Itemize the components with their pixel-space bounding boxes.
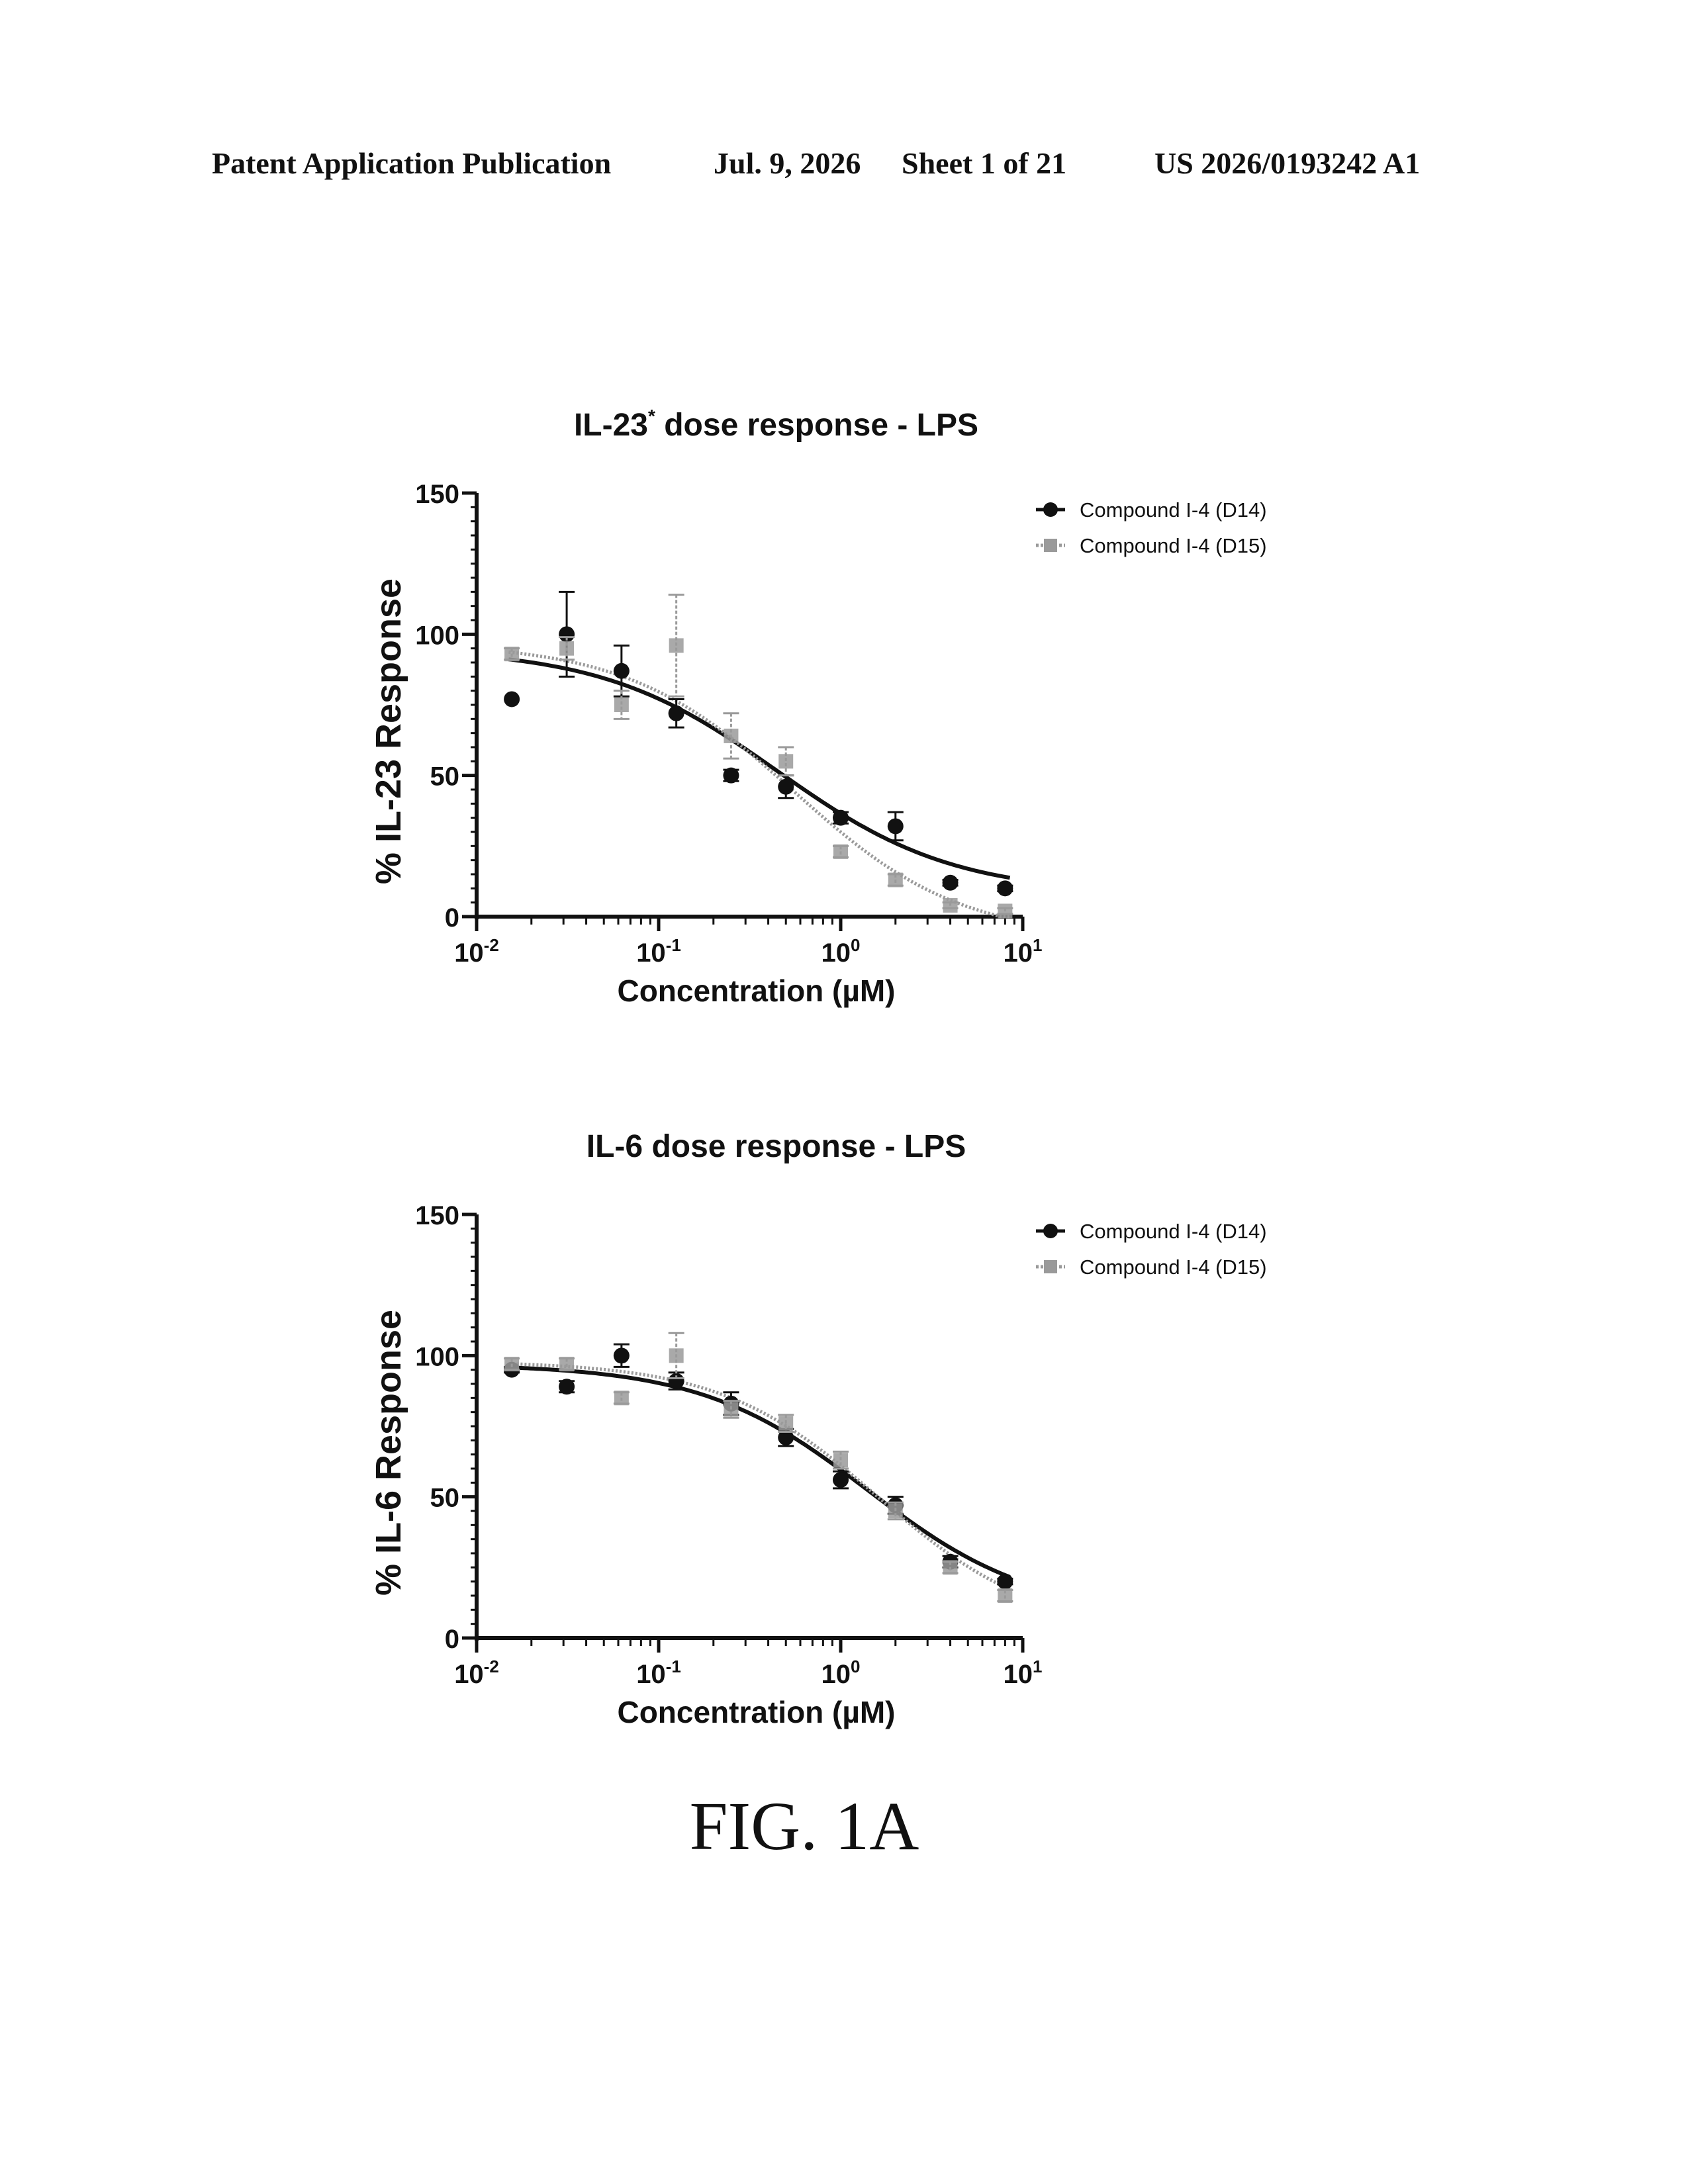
y-tick-label: 100 [415,1342,459,1371]
legend-marker-series-1 [1043,502,1058,517]
data-point-series-1 [559,1379,575,1394]
chart-title: IL-23* dose response - LPS [574,406,978,443]
data-point-series-2 [778,754,793,768]
legend-marker-series-2 [1044,1260,1057,1273]
legend-marker-series-1 [1043,1224,1058,1238]
y-tick-label: 50 [430,762,460,792]
x-tick-exponent: 1 [1033,935,1042,955]
data-point-series-1 [833,1472,849,1488]
data-point-series-2 [778,1416,793,1431]
x-tick-label: 10-2 [454,935,499,968]
header-date: Jul. 9, 2026 [714,146,861,181]
chart-title: IL-6 dose response - LPS [586,1129,966,1164]
x-tick-base: 10 [454,938,484,968]
y-tick-label: 150 [415,480,459,509]
data-point-series-2 [559,641,574,656]
data-point-series-2 [614,698,629,712]
data-point-series-1 [614,1347,630,1363]
data-point-series-2 [724,729,738,743]
chart-title-main: IL-23 [574,408,648,443]
y-tick-label: 0 [445,903,459,933]
x-tick-label: 100 [821,935,861,968]
legend-label-series-2: Compound I-4 (D15) [1080,534,1267,557]
data-point-series-2 [504,647,519,661]
fit-curve-series-1 [508,659,1009,878]
figure-label: FIG. 1A [0,1787,1609,1866]
data-point-series-2 [669,638,684,653]
x-tick-base: 10 [821,1660,851,1689]
data-point-series-1 [833,810,849,826]
header-patent-number: US 2026/0193242 A1 [1154,146,1420,181]
x-tick-label: 10-2 [454,1657,499,1689]
data-point-series-2 [833,844,848,859]
chart-title-main: IL-6 dose response - LPS [586,1129,966,1164]
x-tick-base: 10 [821,938,851,968]
data-point-series-2 [943,898,958,913]
x-tick-label: 10-1 [636,1657,681,1689]
data-point-series-2 [669,1348,684,1363]
data-point-series-2 [888,1504,903,1518]
y-tick-label: 150 [415,1201,459,1230]
x-tick-exponent: -2 [484,1657,499,1676]
data-point-series-2 [614,1390,629,1405]
data-point-series-2 [504,1357,519,1371]
chart-title-superscript: * [648,406,655,426]
il6-chart-svg: IL-6 dose response - LPS05010015010-210-… [0,1118,1688,1780]
data-point-series-1 [669,705,684,721]
y-axis-label: % IL-23 Response [369,578,408,884]
il23-chart: IL-23* dose response - LPS05010015010-21… [0,397,1688,1059]
x-axis-label: Concentration (µM) [617,1695,895,1729]
data-point-series-1 [723,768,739,784]
data-point-series-2 [998,903,1012,918]
legend-label-series-1: Compound I-4 (D14) [1080,498,1267,522]
x-tick-base: 10 [636,1660,666,1689]
y-tick-label: 100 [415,621,459,650]
data-point-series-2 [998,1588,1012,1603]
x-tick-exponent: -1 [666,935,681,955]
x-tick-exponent: 0 [851,1657,860,1676]
il23-chart-svg: IL-23* dose response - LPS05010015010-21… [0,397,1688,1059]
legend-marker-series-2 [1044,539,1057,552]
data-point-series-2 [724,1402,738,1416]
data-point-series-2 [943,1560,958,1574]
legend-label-series-1: Compound I-4 (D14) [1080,1220,1267,1243]
data-point-series-1 [614,663,630,679]
x-tick-label: 100 [821,1657,861,1689]
y-tick-label: 50 [430,1484,460,1513]
header-publication: Patent Application Publication [212,146,611,181]
x-tick-base: 10 [454,1660,484,1689]
x-tick-base: 10 [1004,1660,1033,1689]
header-sheet: Sheet 1 of 21 [902,146,1066,181]
x-axis-label: Concentration (µM) [617,974,895,1008]
data-point-series-2 [559,1357,574,1371]
y-axis-label: % IL-6 Response [369,1310,408,1596]
x-tick-label: 101 [1004,1657,1043,1689]
data-point-series-2 [833,1453,848,1467]
y-tick-label: 0 [445,1625,459,1654]
data-point-series-1 [888,818,904,834]
chart-title-rest: dose response - LPS [655,408,978,443]
data-point-series-1 [778,779,794,795]
fit-curve-series-2 [508,652,1009,917]
legend-label-series-2: Compound I-4 (D15) [1080,1255,1267,1279]
x-tick-exponent: 1 [1033,1657,1042,1676]
data-point-series-1 [943,875,959,891]
x-tick-exponent: 0 [851,935,860,955]
data-point-series-1 [997,1574,1013,1590]
data-point-series-1 [504,691,520,707]
data-point-series-1 [997,880,1013,896]
fit-curve-series-2 [508,1364,1009,1590]
fit-curve-series-1 [508,1367,1009,1577]
x-tick-exponent: -2 [484,935,499,955]
x-tick-base: 10 [1004,938,1033,968]
il6-chart: IL-6 dose response - LPS05010015010-210-… [0,1118,1688,1780]
x-tick-exponent: -1 [666,1657,681,1676]
x-tick-base: 10 [636,938,666,968]
x-tick-label: 10-1 [636,935,681,968]
data-point-series-2 [888,873,903,887]
x-tick-label: 101 [1004,935,1043,968]
